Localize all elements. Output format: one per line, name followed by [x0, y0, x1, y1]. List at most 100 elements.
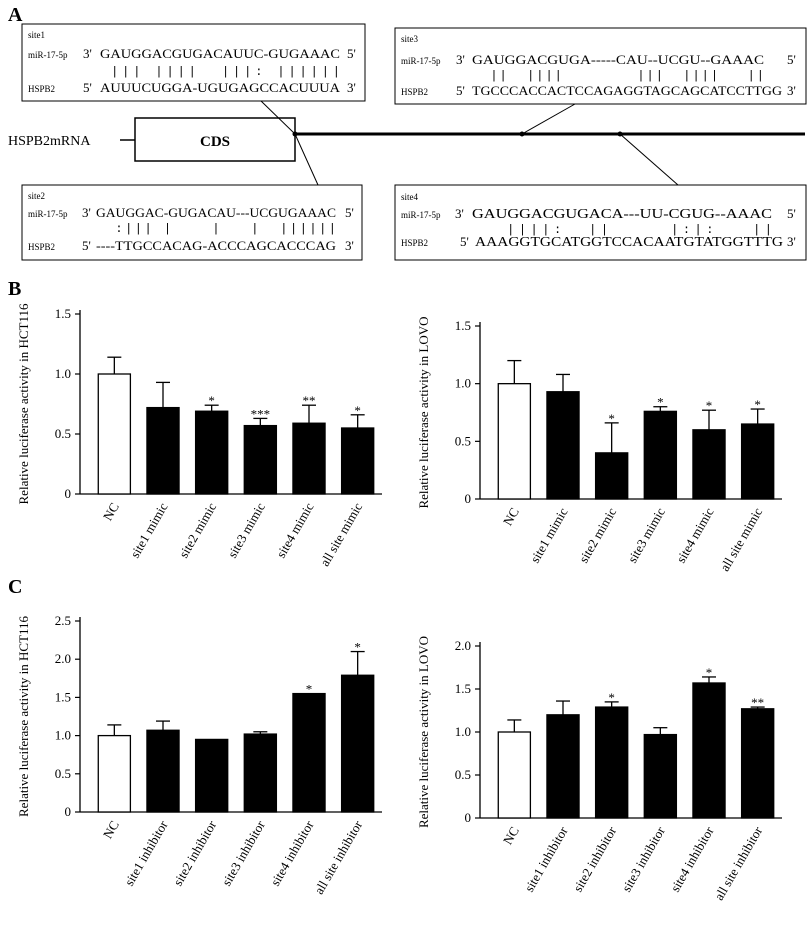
y-tick-label: 1.0	[455, 376, 471, 391]
site1-leader	[259, 99, 296, 135]
site1-mir-end5: 5'	[347, 46, 356, 61]
site1-target-label: HSPB2	[28, 84, 55, 94]
significance-label: ***	[251, 406, 271, 421]
y-tick-label: 0	[65, 804, 72, 819]
site4-target-end3: 3'	[787, 234, 796, 249]
y-axis-label: Relative luciferase activity in HCT116	[16, 303, 31, 504]
significance-label: *	[608, 690, 615, 705]
site2-target-end5: 5'	[82, 238, 91, 253]
site3-target-end3: 3'	[787, 83, 796, 98]
site3-pairing: || |||| ||| |||| ||	[472, 69, 764, 83]
y-axis-label: Relative luciferase activity in LOVO	[416, 636, 431, 828]
site4-target-seq: AAAGGTGCATGGTCCACAATGTATGGTTTG	[475, 235, 783, 250]
significance-label: **	[303, 393, 316, 408]
site4-mir-label: miR-17-5p	[401, 210, 441, 220]
site1-target-end5: 5'	[83, 80, 92, 95]
category-label: site3 inhibitor	[219, 817, 269, 888]
bar	[740, 708, 775, 819]
significance-label: *	[208, 393, 215, 408]
site4-mir-end5: 5'	[787, 206, 796, 221]
category-label: site4 mimic	[273, 500, 317, 561]
category-label: site1 mimic	[127, 500, 171, 561]
site1-mir-label: miR-17-5p	[28, 50, 68, 60]
site4-target-end5: 5'	[460, 234, 469, 249]
site1-target-seq: AUUUCUGGA-UGUGAGCCACUUUA	[100, 80, 341, 95]
category-label: site4 inhibitor	[667, 823, 717, 894]
bar	[546, 391, 580, 500]
bar	[146, 406, 180, 495]
category-label: site4 inhibitor	[267, 817, 317, 888]
bar	[194, 738, 229, 813]
binding-site-diagram: HSPB2mRNA CDS site1 miR-17-5p 3' GAUGGAC…	[8, 23, 807, 261]
site3-mir-end3: 3'	[456, 52, 465, 67]
site3-mir-seq: GAUGGACGUGA-----CAU--UCGU--GAAAC	[472, 52, 764, 67]
bar	[243, 733, 278, 813]
site3-target-label: HSPB2	[401, 87, 428, 97]
site3-target-end5: 5'	[456, 83, 465, 98]
significance-label: *	[354, 403, 361, 418]
y-tick-label: 0	[465, 810, 472, 825]
cds-label: CDS	[200, 134, 230, 150]
bar	[340, 427, 375, 495]
significance-label: *	[306, 682, 313, 697]
chart-b-lovo: Relative luciferase activity in LOVO 0 0.5…	[416, 316, 782, 574]
category-label: site4 mimic	[673, 505, 717, 566]
bar	[643, 733, 678, 819]
site2-mir-seq: GAUGGAC-GUGACAU---UCGUGAAAC	[96, 205, 336, 220]
category-label: all site inhibitor	[311, 817, 365, 896]
site3-mir-end5: 5'	[787, 52, 796, 67]
y-tick-label: 0	[65, 486, 72, 501]
chart-c-lovo: Relative luciferase activity in LOVO 0 0.5…	[416, 636, 782, 903]
site2-pairing: :||| | | | ||||||	[96, 222, 336, 236]
bar	[692, 429, 726, 500]
bar	[546, 714, 580, 819]
bar	[97, 734, 132, 813]
bar	[97, 373, 132, 495]
site4-mir-seq: GAUGGACGUGACA---UU-CGUG--AAAC	[472, 207, 772, 222]
category-label: site1 inhibitor	[121, 817, 171, 888]
category-label: site2 inhibitor	[170, 817, 220, 888]
bar	[594, 452, 629, 500]
y-tick-label: 1.0	[55, 728, 71, 743]
significance-label: *	[706, 665, 713, 680]
panel-label-a: A	[8, 4, 23, 26]
site2-target-label: HSPB2	[28, 242, 55, 252]
bar	[292, 692, 326, 813]
panel-label-c: C	[8, 576, 23, 598]
significance-label: **	[751, 695, 764, 710]
category-label: site1 mimic	[527, 505, 571, 566]
site3-leader	[521, 103, 576, 135]
site2-box: site2 miR-17-5p 3' GAUGGAC-GUGACAU---UCG…	[21, 184, 363, 261]
bar	[692, 682, 726, 819]
category-label: NC	[500, 824, 522, 847]
y-tick-label: 0.5	[455, 433, 471, 448]
y-tick-label: 0	[465, 491, 472, 506]
y-tick-label: 2.0	[455, 638, 471, 653]
site1-box: site1 miR-17-5p 3' GAUGGACGUGACAUUC-GUGA…	[21, 23, 366, 102]
bar	[243, 424, 278, 495]
category-label: site2 mimic	[176, 500, 220, 561]
site1-mir-seq: GAUGGACGUGACAUUC-GUGAAAC	[100, 46, 340, 61]
y-tick-label: 0.5	[55, 766, 71, 781]
significance-label: *	[354, 640, 361, 655]
y-tick-label: 2.5	[55, 613, 71, 628]
site1-mir-end3: 3'	[83, 46, 92, 61]
cds-box	[134, 117, 296, 162]
site4-box: site4 miR-17-5p 3' GAUGGACGUGACA---UU-CG…	[394, 184, 807, 261]
mrna-label: HSPB2mRNA	[8, 134, 91, 149]
category-label: site2 inhibitor	[570, 823, 620, 894]
site1-target-end3: 3'	[347, 80, 356, 95]
y-tick-label: 1.5	[455, 681, 471, 696]
site3-marker	[519, 131, 525, 137]
site3-target-seq: TGCCCACCACTCCAGAGGTAGCAGCATCCTTGG	[472, 83, 782, 98]
significance-label: *	[657, 395, 664, 410]
site3-mir-label: miR-17-5p	[401, 56, 441, 66]
category-label: site3 mimic	[224, 500, 268, 561]
site2-mir-end3: 3'	[82, 205, 91, 220]
y-tick-label: 0.5	[55, 426, 71, 441]
site3-box: site3 miR-17-5p 3' GAUGGACGUGA-----CAU--…	[394, 27, 807, 105]
significance-label: *	[754, 397, 761, 412]
y-tick-label: 1.5	[55, 306, 71, 321]
site2-target-seq: ----TTGCCACAG-ACCCAGCACCCAG	[96, 238, 336, 253]
chart-c-hct116: Relative luciferase activity in HCT116 0 0…	[16, 613, 382, 897]
